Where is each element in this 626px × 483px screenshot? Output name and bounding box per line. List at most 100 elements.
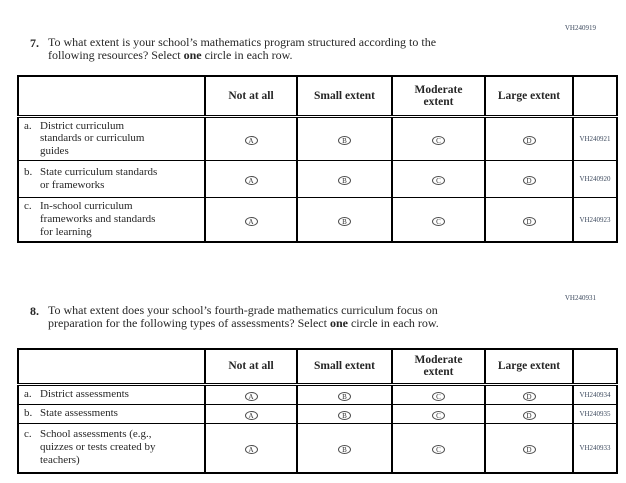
question-8-line2-post: circle in each row. (347, 316, 439, 331)
option-bubble-c[interactable]: C (432, 176, 445, 186)
answer-cell: C (391, 403, 485, 423)
option-bubble-b[interactable]: B (338, 410, 351, 420)
option-bubble-d[interactable]: D (522, 216, 536, 226)
row-letter: c. (24, 200, 32, 213)
option-bubble-b[interactable]: B (338, 216, 351, 226)
option-bubble-a[interactable]: A (244, 444, 258, 454)
option-bubble-b[interactable]: B (338, 444, 351, 454)
header-moderate-extent: Moderate extent (391, 348, 485, 386)
row-letter: b. (24, 166, 33, 179)
option-bubble-d[interactable]: D (522, 176, 536, 186)
question-7-line2-pre: following resources? Select (48, 48, 184, 63)
answer-cell: D (484, 403, 573, 423)
header-large-extent: Large extent (484, 75, 573, 118)
option-bubble-d[interactable]: D (522, 391, 536, 401)
option-bubble-d[interactable]: D (522, 135, 536, 145)
option-bubble-b[interactable]: B (338, 176, 351, 186)
answer-cell: B (296, 403, 392, 423)
table-header-row: Not at all Small extent Moderate extent … (17, 348, 617, 386)
answer-cell: A (204, 383, 297, 404)
option-bubble-a[interactable]: A (244, 410, 258, 420)
option-bubble-c[interactable]: C (432, 410, 445, 420)
question-8-line2: preparation for the following types of a… (48, 317, 560, 330)
row-code: VH240920 (572, 160, 617, 198)
answer-cell: B (296, 383, 392, 404)
question-7-text: To what extent is your school’s mathemat… (48, 35, 560, 62)
row-label: District assessments (40, 388, 129, 401)
option-bubble-a[interactable]: A (244, 135, 258, 145)
option-bubble-d[interactable]: D (522, 410, 536, 420)
question-7: 7. To what extent is your school’s mathe… (30, 35, 560, 62)
row-label-cell: a. District assessments (17, 383, 205, 404)
answer-cell: A (204, 115, 297, 161)
answer-cell: C (391, 383, 485, 404)
option-bubble-b[interactable]: B (338, 391, 351, 401)
question-8-number: 8. (30, 304, 39, 318)
row-label: In-school curriculum frameworks and stan… (40, 200, 156, 239)
answer-cell: D (484, 115, 573, 161)
question-7-line1: To what extent is your school’s mathemat… (48, 35, 437, 49)
row-letter: b. (24, 407, 33, 420)
option-bubble-a[interactable]: A (244, 391, 258, 401)
row-code: VH240934 (572, 383, 617, 404)
question-7-number: 7. (30, 36, 39, 50)
row-label-cell: a. District curriculum standards or curr… (17, 115, 205, 161)
option-bubble-c[interactable]: C (432, 135, 445, 145)
answer-cell: D (484, 197, 573, 243)
answer-cell: C (391, 197, 485, 243)
answer-cell: B (296, 115, 392, 161)
row-letter: a. (24, 388, 32, 401)
header-code-empty (572, 75, 617, 118)
answer-cell: B (296, 197, 392, 243)
row-label: District curriculum standards or curricu… (40, 119, 145, 158)
question-8-answer-table: Not at all Small extent Moderate extent … (17, 348, 618, 474)
option-bubble-c[interactable]: C (432, 444, 445, 454)
answer-cell: C (391, 115, 485, 161)
answer-cell: B (296, 422, 392, 473)
header-empty (17, 75, 205, 118)
table-row: b. State curriculum standards or framewo… (17, 160, 617, 198)
answer-cell: B (296, 160, 392, 198)
row-label-cell: b. State assessments (17, 403, 205, 423)
answer-cell: D (484, 422, 573, 473)
answer-cell: D (484, 383, 573, 404)
answer-cell: C (391, 422, 485, 473)
table-row: b. State assessments A B C D VH240935 (17, 403, 617, 423)
row-label-cell: c. School assessments (e.g., quizzes or … (17, 422, 205, 473)
question-8-text: To what extent does your school’s fourth… (48, 303, 560, 330)
table-row: a. District assessments A B C D VH240934 (17, 383, 617, 404)
row-label: State assessments (40, 407, 118, 420)
answer-cell: A (204, 422, 297, 473)
answer-cell: C (391, 160, 485, 198)
option-bubble-c[interactable]: C (432, 216, 445, 226)
row-label-cell: c. In-school curriculum frameworks and s… (17, 197, 205, 243)
row-label: State curriculum standards or frameworks (40, 166, 158, 192)
row-label-cell: b. State curriculum standards or framewo… (17, 160, 205, 198)
question-7-code: VH240919 (564, 24, 596, 32)
header-moderate-extent: Moderate extent (391, 75, 485, 118)
answer-cell: A (204, 403, 297, 423)
question-7-line2-post: circle in each row. (201, 48, 293, 63)
question-8-line2-pre: preparation for the following types of a… (48, 316, 330, 331)
header-large-extent: Large extent (484, 348, 573, 386)
header-small-extent: Small extent (296, 348, 392, 386)
row-code: VH240935 (572, 403, 617, 423)
select-one-emphasis: one (329, 316, 348, 331)
option-bubble-d[interactable]: D (522, 444, 536, 454)
header-not-at-all: Not at all (204, 75, 297, 118)
table-row: c. In-school curriculum frameworks and s… (17, 197, 617, 243)
header-empty (17, 348, 205, 386)
question-7-line2: following resources? Select one circle i… (48, 49, 560, 62)
option-bubble-b[interactable]: B (338, 135, 351, 145)
row-label: School assessments (e.g., quizzes or tes… (40, 428, 156, 467)
option-bubble-a[interactable]: A (244, 176, 258, 186)
row-letter: c. (24, 428, 32, 441)
table-header-row: Not at all Small extent Moderate extent … (17, 75, 617, 118)
option-bubble-a[interactable]: A (244, 216, 258, 226)
header-code-empty (572, 348, 617, 386)
row-code: VH240923 (572, 197, 617, 243)
table-row: a. District curriculum standards or curr… (17, 115, 617, 161)
option-bubble-c[interactable]: C (432, 391, 445, 401)
select-one-emphasis: one (183, 48, 202, 63)
row-letter: a. (24, 119, 32, 132)
